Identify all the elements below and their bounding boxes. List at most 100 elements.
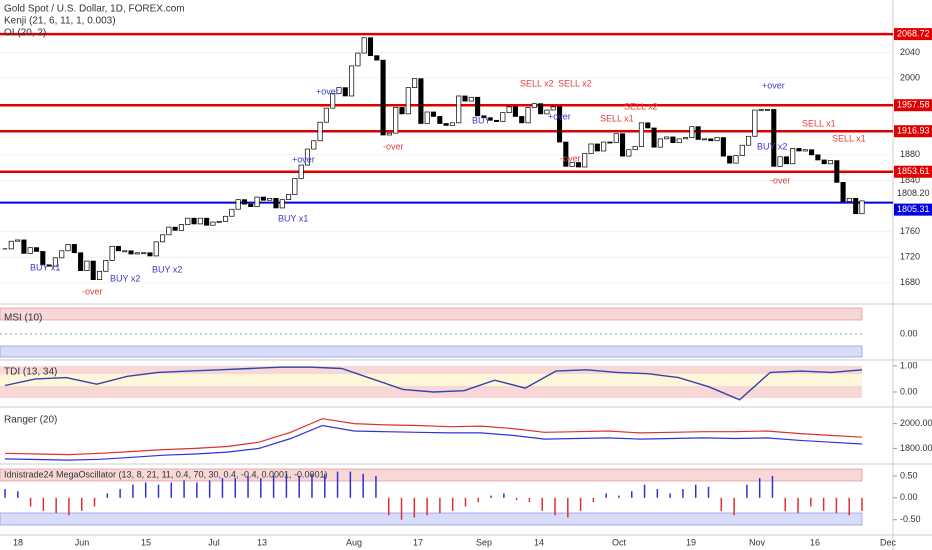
candle [701, 138, 708, 141]
candle [128, 250, 134, 255]
candle [449, 122, 455, 126]
candle [588, 143, 594, 154]
candle [166, 226, 172, 236]
annotation: -over [770, 175, 791, 185]
candle [720, 137, 726, 157]
candle [727, 155, 733, 164]
annotation: SELL x1 [600, 113, 634, 123]
candle [853, 197, 859, 215]
candle [78, 252, 84, 271]
candle [544, 109, 550, 115]
candle [746, 135, 752, 146]
candle [506, 106, 512, 113]
candle [809, 149, 815, 156]
x-tick-label: 15 [141, 537, 151, 547]
last-price-tag [894, 187, 932, 200]
x-tick-label: Oct [612, 537, 627, 547]
y-tick-label: 1880 [900, 149, 920, 159]
candle [185, 217, 191, 225]
level-tag [894, 203, 932, 216]
y-tick-label: 1840 [900, 175, 920, 185]
candle [758, 109, 764, 111]
x-tick-label: 19 [686, 537, 696, 547]
candle [109, 245, 115, 261]
candle [594, 143, 600, 152]
candle [796, 148, 802, 152]
pane-title: Idnistrade24 MegaOscillator (13, 8, 21, … [4, 469, 328, 479]
candle [777, 156, 783, 167]
candle [512, 106, 518, 117]
annotation: SELL x2 [520, 78, 554, 88]
candle [619, 133, 626, 157]
candle [462, 95, 468, 102]
annotation: +over [292, 154, 315, 164]
candle [764, 109, 771, 111]
last-price-label: 1808.20 [897, 188, 930, 198]
x-tick-label: 18 [13, 537, 23, 547]
candle [8, 240, 14, 250]
candle [386, 132, 392, 136]
ranger-line [4, 424, 863, 461]
candle [40, 251, 46, 266]
candle [815, 154, 821, 161]
candle [317, 121, 323, 142]
candle [122, 250, 128, 253]
candle [336, 87, 342, 94]
candle [664, 136, 670, 140]
candle [651, 127, 657, 148]
candle [241, 199, 248, 205]
candle [689, 126, 695, 138]
annotation: -over [383, 141, 404, 151]
candle [159, 234, 166, 243]
candle [475, 96, 481, 117]
y-tick-label: 1.00 [900, 360, 918, 370]
indicator-label: OI (20, 2) [4, 28, 46, 39]
level-label: 1957.58 [897, 100, 930, 110]
mega-lower-band [0, 512, 863, 526]
candle [683, 137, 689, 140]
tdi-upper-band [0, 366, 862, 374]
candle [437, 116, 443, 124]
candle [65, 244, 71, 252]
candle [468, 96, 474, 102]
candle [531, 103, 537, 108]
candle [519, 116, 525, 124]
candle [147, 252, 153, 257]
candle [827, 160, 834, 165]
level-label: 1916.93 [897, 126, 930, 136]
candle [115, 245, 121, 252]
ranger-line [4, 418, 863, 456]
x-tick-label: Dec [880, 537, 897, 547]
candle [430, 111, 437, 117]
candle [90, 260, 96, 280]
pane-title: Ranger (20) [4, 415, 57, 426]
candle [601, 141, 607, 152]
candle [670, 136, 676, 144]
candle [582, 153, 588, 168]
candle [330, 93, 336, 109]
candle [223, 215, 229, 222]
candle [267, 197, 273, 201]
candle [191, 217, 197, 225]
x-tick-label: Aug [346, 537, 362, 547]
candle [52, 257, 58, 267]
x-tick-label: Sep [476, 537, 492, 547]
candle [178, 224, 184, 231]
candle [846, 197, 852, 202]
candle [607, 141, 613, 144]
candle [71, 244, 77, 254]
candle [739, 144, 745, 156]
candle [645, 122, 651, 129]
candle [821, 159, 827, 165]
candle [21, 239, 27, 254]
candle [840, 182, 846, 202]
candle [859, 200, 865, 215]
candle [493, 119, 500, 122]
annotation: BUY x2 [110, 273, 140, 283]
annotation: SELL x2 [558, 78, 592, 88]
annotation: +over [548, 111, 571, 121]
candle [613, 133, 619, 144]
candle [27, 247, 33, 254]
y-tick-label: 0.50 [900, 470, 918, 480]
